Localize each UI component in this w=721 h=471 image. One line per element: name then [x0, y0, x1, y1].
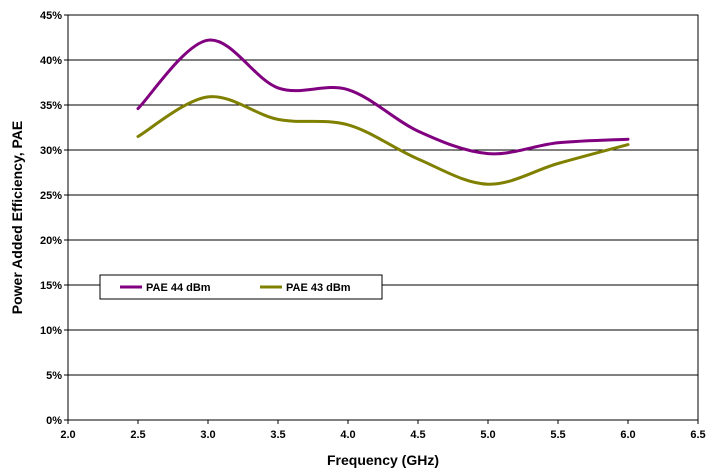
grid-lines	[68, 14, 698, 421]
x-tick-label: 5.0	[480, 429, 495, 441]
y-tick-label: 45%	[40, 10, 62, 22]
x-tick-label: 3.0	[200, 429, 215, 441]
x-tick-label: 6.0	[620, 429, 635, 441]
x-tick-label: 2.0	[60, 429, 75, 441]
plot-area-frame	[67, 14, 699, 421]
legend-label: PAE 44 dBm	[146, 282, 211, 294]
y-tick-label: 25%	[40, 190, 62, 202]
y-tick-label: 0%	[46, 415, 62, 427]
legend: PAE 44 dBm PAE 43 dBm	[99, 274, 383, 300]
x-tick-label: 3.5	[270, 429, 285, 441]
x-axis-title: Frequency (GHz)	[327, 452, 439, 468]
series-line-2	[136, 95, 630, 186]
legend-label: PAE 43 dBm	[286, 282, 351, 294]
x-axis-ticks: 2.0 2.5 3.0 3.5 4.0 4.5 5.0 5.5 6.0 6.5	[60, 420, 706, 441]
x-tick-label: 4.5	[410, 429, 425, 441]
y-tick-label: 15%	[40, 280, 62, 292]
series-line-1	[136, 38, 630, 156]
y-tick-label: 30%	[40, 145, 62, 157]
y-axis-ticks: 0% 5% 10% 15% 20% 25% 30% 35% 40% 45%	[40, 10, 68, 427]
y-axis-title: Power Added Efficiency, PAE	[9, 121, 25, 314]
series-lines	[136, 38, 630, 186]
y-tick-label: 5%	[46, 370, 62, 382]
y-tick-label: 20%	[40, 235, 62, 247]
y-tick-label: 10%	[40, 325, 62, 337]
x-tick-label: 2.5	[130, 429, 145, 441]
x-tick-label: 4.0	[340, 429, 355, 441]
y-tick-label: 40%	[40, 55, 62, 67]
y-tick-label: 35%	[40, 100, 62, 112]
x-tick-label: 6.5	[690, 429, 705, 441]
legend-box	[99, 274, 383, 300]
x-tick-label: 5.5	[550, 429, 565, 441]
